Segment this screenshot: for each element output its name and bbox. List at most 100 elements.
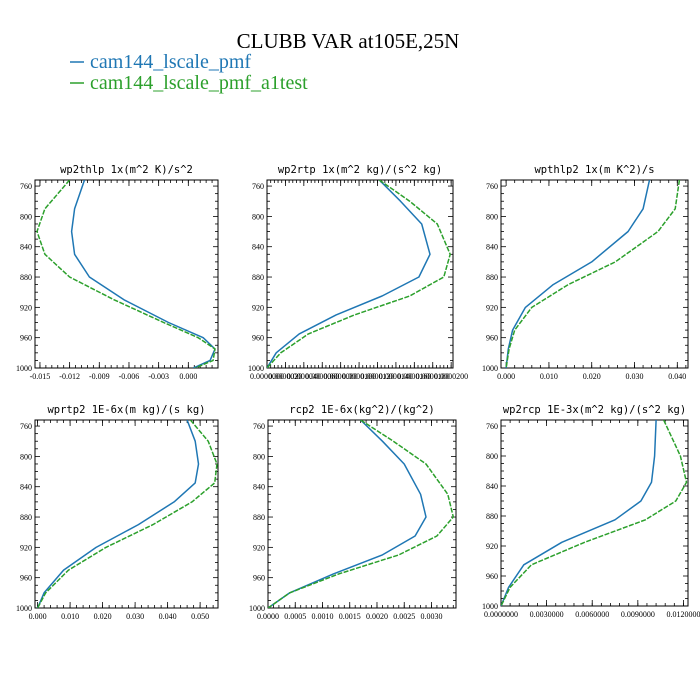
y-tick-label-wp2rtp: 800 [252, 212, 264, 221]
y-tick-label-wp2thlp: 880 [20, 273, 32, 282]
x-tick-label-wprtp2: 0.000 [29, 612, 47, 621]
panel-wp2thlp: wp2thlp 1x(m^2 K)/s^2 760 800 840 880 920 960 1… [16, 164, 219, 381]
x-tick-label-wprtp2: 0.010 [61, 612, 79, 621]
y-tick-label-wprtp2: 920 [20, 543, 32, 552]
plot-frame-wp2rcp [500, 419, 689, 607]
x-tick-label-rcp2: 0.0020 [366, 612, 388, 621]
y-tick-label-wpthlp2: 760 [486, 182, 498, 191]
y-tick-label-wp2rcp: 880 [486, 512, 498, 521]
y-tick-label-wpthlp2: 1000 [482, 364, 498, 373]
series-line-1-wp2rtp [267, 180, 431, 368]
x-tick-label-wp2rcp: 0.0120000 [666, 610, 700, 619]
y-tick-label-wp2rtp: 920 [252, 303, 264, 312]
x-tick-label-wp2rtp: 0.0000160 [397, 372, 431, 381]
panel-title-wp2rcp: wp2rcp 1E-3x(m^2 kg)/(s^2 kg) [503, 404, 686, 416]
y-tick-label-wpthlp2: 800 [486, 212, 498, 221]
y-tick-label-wp2rcp: 800 [486, 452, 498, 461]
y-tick-label-wp2thlp: 1000 [16, 364, 32, 373]
y-tick-label-wp2thlp: 800 [20, 212, 32, 221]
y-tick-label-wp2rtp: 960 [252, 334, 264, 343]
y-tick-label-wp2rtp: 840 [252, 243, 264, 252]
series-line-1-wprtp2 [36, 420, 200, 608]
y-tick-label-wprtp2: 760 [20, 422, 32, 431]
x-tick-label-wpthlp2: 0.020 [583, 372, 601, 381]
x-tick-label-wp2rtp: 0.0000200 [434, 372, 468, 381]
panel-title-wprtp2: wprtp2 1E-6x(m kg)/(s kg) [47, 404, 205, 416]
y-tick-label-wp2rtp: 760 [252, 182, 264, 191]
x-tick-label-wprtp2: 0.040 [159, 612, 177, 621]
x-tick-label-wprtp2: 0.050 [191, 612, 209, 621]
series-line-2-rcp2 [268, 420, 455, 608]
y-tick-label-wp2rcp: 960 [486, 572, 498, 581]
series-line-2-wp2thlp [36, 180, 216, 368]
y-tick-label-wprtp2: 840 [20, 483, 32, 492]
plot-frame-wp2rtp [266, 179, 454, 369]
panel-wpthlp2: wpthlp2 1x(m K^2)/s 760 800 840 880 920 960 100… [482, 164, 689, 381]
y-tick-label-wprtp2: 880 [20, 513, 32, 522]
x-tick-label-wp2rtp: 0.0000020 [268, 372, 302, 381]
y-tick-label-wpthlp2: 880 [486, 273, 498, 282]
y-tick-label-wpthlp2: 960 [486, 334, 498, 343]
x-tick-label-wp2rtp: 0.0000000 [250, 372, 284, 381]
x-tick-label-wpthlp2: 0.030 [626, 372, 644, 381]
series-line-1-wp2thlp [70, 180, 216, 368]
x-tick-label-rcp2: 0.0025 [393, 612, 415, 621]
x-tick-label-wp2rtp: 0.0000040 [287, 372, 321, 381]
panel-wp2rcp: wp2rcp 1E-3x(m^2 kg)/(s^2 kg) 760 800 840 88… [482, 404, 700, 619]
x-tick-label-wp2rcp: 0.0030000 [530, 610, 564, 619]
x-tick-label-wp2rtp: 0.0000080 [324, 372, 358, 381]
panel-title-wpthlp2: wpthlp2 1x(m K^2)/s [534, 164, 654, 176]
x-tick-label-wp2thlp: -0.009 [89, 372, 110, 381]
x-tick-label-wp2rtp: 0.0000060 [305, 372, 339, 381]
x-tick-label-wp2rtp: 0.0000180 [416, 372, 450, 381]
y-tick-label-wp2rtp: 880 [252, 273, 264, 282]
y-tick-label-rcp2: 880 [253, 513, 265, 522]
legend-label-series-2: cam144_lscale_pmf_a1test [90, 72, 308, 94]
x-tick-label-rcp2: 0.0010 [311, 612, 333, 621]
y-tick-label-wprtp2: 960 [20, 574, 32, 583]
y-tick-label-wp2rcp: 840 [486, 482, 498, 491]
y-tick-label-wp2rcp: 1000 [482, 602, 498, 611]
panel-title-wp2thlp: wp2thlp 1x(m^2 K)/s^2 [60, 164, 193, 176]
panel-rcp2: rcp2 1E-6x(kg^2)/(kg^2) 760 800 840 880 920 96… [249, 404, 457, 621]
x-tick-label-wpthlp2: 0.040 [668, 372, 686, 381]
series-line-2-wpthlp2 [505, 180, 681, 368]
y-tick-label-wp2rcp: 920 [486, 542, 498, 551]
series-line-1-rcp2 [268, 420, 427, 608]
x-tick-label-wp2rtp: 0.0000100 [342, 372, 376, 381]
panel-wprtp2: wprtp2 1E-6x(m kg)/(s kg) 760 800 840 880 920… [16, 404, 219, 621]
x-tick-label-wp2thlp: -0.012 [59, 372, 80, 381]
series-line-2-wp2rcp [501, 420, 688, 606]
panel-title-rcp2: rcp2 1E-6x(kg^2)/(kg^2) [289, 404, 434, 416]
y-tick-label-wprtp2: 1000 [16, 604, 32, 613]
plot-frame-wprtp2 [34, 419, 219, 609]
figure-title: CLUBB VAR at105E,25N [237, 29, 460, 53]
panels: wp2thlp 1x(m^2 K)/s^2 760 800 840 880 920 960 1… [16, 164, 700, 621]
panel-title-wp2rtp: wp2rtp 1x(m^2 kg)/(s^2 kg) [278, 164, 442, 176]
y-tick-label-wp2thlp: 760 [20, 182, 32, 191]
series-line-1-wp2rcp [501, 420, 657, 606]
panel-wp2rtp: wp2rtp 1x(m^2 kg)/(s^2 kg) 760 800 840 880 92… [248, 164, 468, 381]
x-tick-label-rcp2: 0.0015 [339, 612, 361, 621]
x-tick-label-rcp2: 0.0005 [284, 612, 306, 621]
y-tick-label-rcp2: 920 [253, 543, 265, 552]
x-tick-label-wp2rtp: 0.0000140 [379, 372, 413, 381]
x-tick-label-wp2thlp: -0.006 [119, 372, 140, 381]
x-tick-label-wp2rcp: 0.0060000 [575, 610, 609, 619]
x-tick-label-wp2rtp: 0.0000120 [360, 372, 394, 381]
x-tick-label-rcp2: 0.0030 [420, 612, 442, 621]
y-tick-label-rcp2: 800 [253, 452, 265, 461]
y-tick-label-wp2thlp: 840 [20, 243, 32, 252]
x-tick-label-wprtp2: 0.030 [126, 612, 144, 621]
legend: cam144_lscale_pmf cam144_lscale_pmf_a1te… [70, 51, 308, 94]
x-tick-label-wp2rcp: 0.0090000 [621, 610, 655, 619]
legend-label-series-1: cam144_lscale_pmf [90, 51, 251, 73]
y-tick-label-wp2thlp: 960 [20, 334, 32, 343]
y-tick-label-wpthlp2: 920 [486, 303, 498, 312]
plot-frame-rcp2 [267, 419, 457, 609]
x-tick-label-wp2thlp: -0.003 [148, 372, 169, 381]
x-tick-label-wp2rcp: 0.0000000 [484, 610, 518, 619]
series-line-2-wprtp2 [36, 420, 218, 608]
x-tick-label-wprtp2: 0.020 [94, 612, 112, 621]
